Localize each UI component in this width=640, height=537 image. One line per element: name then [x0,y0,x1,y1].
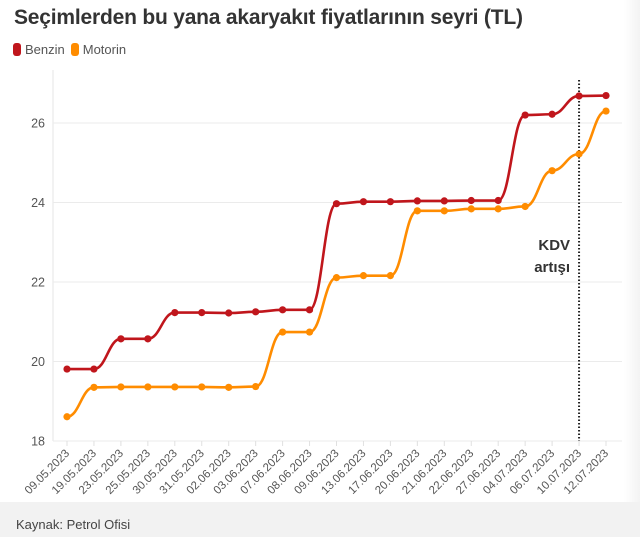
data-point[interactable] [548,110,556,118]
y-tick-label: 24 [31,196,45,210]
data-point[interactable] [225,309,233,317]
data-point[interactable] [171,309,179,317]
data-point[interactable] [279,328,287,336]
data-point[interactable] [440,197,448,205]
data-point[interactable] [467,196,475,205]
data-point[interactable] [413,207,421,215]
data-point[interactable] [521,202,529,211]
data-point[interactable] [252,308,260,316]
benzin-swatch-icon [13,43,21,56]
y-tick-label: 20 [31,355,45,369]
data-point[interactable] [575,150,583,158]
data-point[interactable] [440,207,448,215]
legend-item-motorin[interactable]: Motorin [70,42,127,57]
data-point[interactable] [252,382,260,391]
legend: Benzin Motorin [13,42,132,57]
data-point[interactable] [305,328,314,336]
legend-label: Motorin [82,42,127,57]
y-tick-label: 26 [31,117,45,131]
data-point[interactable] [279,306,287,314]
series-line [66,109,607,419]
data-point[interactable] [144,335,152,343]
data-point[interactable] [90,383,98,391]
y-tick-label: 18 [31,435,45,449]
data-point[interactable] [602,107,610,115]
line-chart: 182022242609.05.202319.05.202323.05.2023… [23,70,622,497]
source-text: Kaynak: Petrol Ofisi [16,517,131,532]
data-point[interactable] [548,167,556,175]
footer-bar [0,502,640,537]
data-point[interactable] [386,272,394,280]
annotation-label-line2: artışı [534,259,570,276]
data-point[interactable] [602,91,610,100]
data-point[interactable] [467,205,475,213]
data-point[interactable] [225,383,233,391]
motorin-swatch-icon [70,43,79,56]
data-point[interactable] [144,383,152,391]
series-benzin [63,91,610,373]
chart-title: Seçimlerden bu yana akaryakıt fiyatların… [14,6,523,29]
data-point[interactable] [117,335,125,343]
data-point[interactable] [359,272,368,280]
data-point[interactable] [198,383,206,391]
data-point[interactable] [332,274,341,282]
data-point[interactable] [90,365,98,373]
data-point[interactable] [494,205,502,213]
y-tick-label: 22 [31,276,45,290]
data-point[interactable] [575,92,583,100]
annotation-label-line1: KDV [538,237,570,254]
right-edge-shade [624,0,640,537]
data-point[interactable] [386,198,394,206]
data-point[interactable] [63,365,71,373]
data-point[interactable] [198,309,206,317]
data-point[interactable] [494,196,502,205]
data-point[interactable] [413,197,421,205]
data-point[interactable] [171,383,179,391]
series-line [66,94,607,371]
data-point[interactable] [332,200,341,208]
data-point[interactable] [305,306,314,314]
data-point[interactable] [521,111,529,119]
data-point[interactable] [117,383,125,391]
series-motorin [63,107,610,421]
data-point[interactable] [63,413,71,421]
legend-item-benzin[interactable]: Benzin [13,42,65,57]
data-point[interactable] [359,198,368,206]
legend-label: Benzin [25,42,65,57]
